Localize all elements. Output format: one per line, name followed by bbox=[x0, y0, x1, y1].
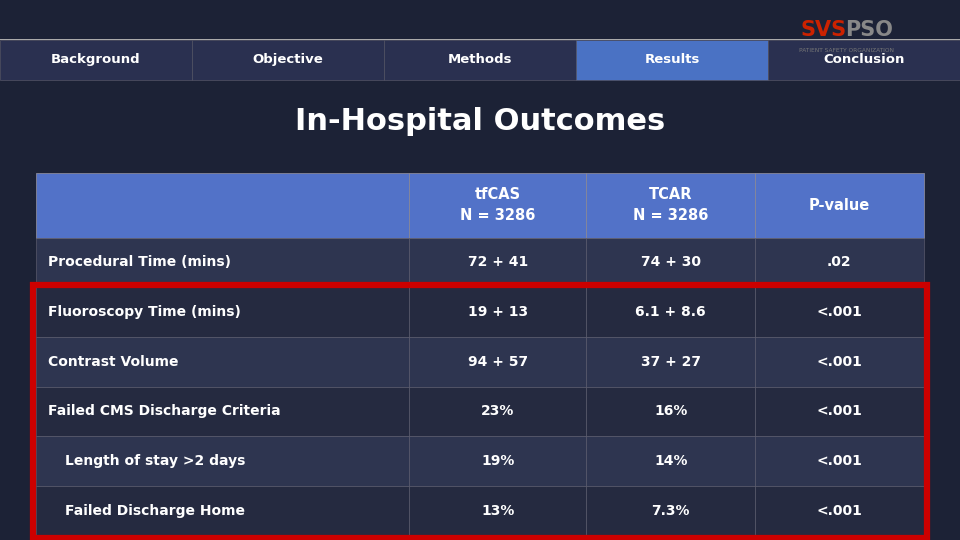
FancyBboxPatch shape bbox=[755, 173, 924, 238]
Text: <.001: <.001 bbox=[816, 305, 862, 319]
FancyBboxPatch shape bbox=[755, 387, 924, 436]
Text: 19%: 19% bbox=[481, 454, 515, 468]
Text: 13%: 13% bbox=[481, 504, 515, 518]
Text: Objective: Objective bbox=[252, 53, 324, 66]
FancyBboxPatch shape bbox=[587, 238, 755, 287]
FancyBboxPatch shape bbox=[587, 337, 755, 387]
Text: In-Hospital Outcomes: In-Hospital Outcomes bbox=[295, 107, 665, 136]
Text: <.001: <.001 bbox=[816, 355, 862, 369]
FancyBboxPatch shape bbox=[409, 238, 587, 287]
FancyBboxPatch shape bbox=[587, 287, 755, 337]
FancyBboxPatch shape bbox=[755, 337, 924, 387]
Text: Methods: Methods bbox=[447, 53, 513, 66]
Text: tfCAS
N = 3286: tfCAS N = 3286 bbox=[460, 187, 536, 223]
FancyBboxPatch shape bbox=[587, 387, 755, 436]
Text: TCAR
N = 3286: TCAR N = 3286 bbox=[633, 187, 708, 223]
FancyBboxPatch shape bbox=[576, 40, 768, 80]
FancyBboxPatch shape bbox=[36, 173, 409, 238]
Text: Conclusion: Conclusion bbox=[824, 53, 904, 66]
FancyBboxPatch shape bbox=[36, 436, 409, 486]
Text: Results: Results bbox=[644, 53, 700, 66]
FancyBboxPatch shape bbox=[36, 387, 409, 436]
Text: Fluoroscopy Time (mins): Fluoroscopy Time (mins) bbox=[48, 305, 241, 319]
Text: 37 + 27: 37 + 27 bbox=[640, 355, 701, 369]
FancyBboxPatch shape bbox=[192, 40, 384, 80]
Text: Failed Discharge Home: Failed Discharge Home bbox=[65, 504, 246, 518]
FancyBboxPatch shape bbox=[36, 238, 409, 287]
FancyBboxPatch shape bbox=[409, 337, 587, 387]
Text: PSO: PSO bbox=[845, 19, 893, 40]
Text: Background: Background bbox=[51, 53, 141, 66]
Text: 14%: 14% bbox=[654, 454, 687, 468]
FancyBboxPatch shape bbox=[384, 40, 576, 80]
FancyBboxPatch shape bbox=[755, 436, 924, 486]
FancyBboxPatch shape bbox=[0, 40, 192, 80]
Text: .02: .02 bbox=[827, 255, 852, 269]
FancyBboxPatch shape bbox=[755, 287, 924, 337]
FancyBboxPatch shape bbox=[755, 486, 924, 536]
FancyBboxPatch shape bbox=[36, 486, 409, 536]
FancyBboxPatch shape bbox=[36, 337, 409, 387]
FancyBboxPatch shape bbox=[409, 436, 587, 486]
Text: Failed CMS Discharge Criteria: Failed CMS Discharge Criteria bbox=[48, 404, 280, 418]
Text: <.001: <.001 bbox=[816, 454, 862, 468]
Text: P-value: P-value bbox=[808, 198, 870, 213]
FancyBboxPatch shape bbox=[409, 173, 587, 238]
Text: 19 + 13: 19 + 13 bbox=[468, 305, 528, 319]
Text: PATIENT SAFETY ORGANIZATION: PATIENT SAFETY ORGANIZATION bbox=[800, 48, 894, 53]
Text: 72 + 41: 72 + 41 bbox=[468, 255, 528, 269]
Text: Contrast Volume: Contrast Volume bbox=[48, 355, 179, 369]
FancyBboxPatch shape bbox=[587, 173, 755, 238]
Text: 94 + 57: 94 + 57 bbox=[468, 355, 528, 369]
Text: SVS: SVS bbox=[801, 19, 847, 40]
FancyBboxPatch shape bbox=[409, 486, 587, 536]
Text: Procedural Time (mins): Procedural Time (mins) bbox=[48, 255, 231, 269]
FancyBboxPatch shape bbox=[0, 39, 960, 40]
Text: 16%: 16% bbox=[654, 404, 687, 418]
Text: <.001: <.001 bbox=[816, 404, 862, 418]
Text: 23%: 23% bbox=[481, 404, 515, 418]
FancyBboxPatch shape bbox=[587, 486, 755, 536]
FancyBboxPatch shape bbox=[768, 40, 960, 80]
FancyBboxPatch shape bbox=[409, 287, 587, 337]
Text: 7.3%: 7.3% bbox=[652, 504, 690, 518]
FancyBboxPatch shape bbox=[755, 238, 924, 287]
FancyBboxPatch shape bbox=[36, 287, 409, 337]
FancyBboxPatch shape bbox=[409, 387, 587, 436]
FancyBboxPatch shape bbox=[587, 436, 755, 486]
Text: Length of stay >2 days: Length of stay >2 days bbox=[65, 454, 246, 468]
Text: 74 + 30: 74 + 30 bbox=[640, 255, 701, 269]
Text: 6.1 + 8.6: 6.1 + 8.6 bbox=[636, 305, 706, 319]
Text: <.001: <.001 bbox=[816, 504, 862, 518]
